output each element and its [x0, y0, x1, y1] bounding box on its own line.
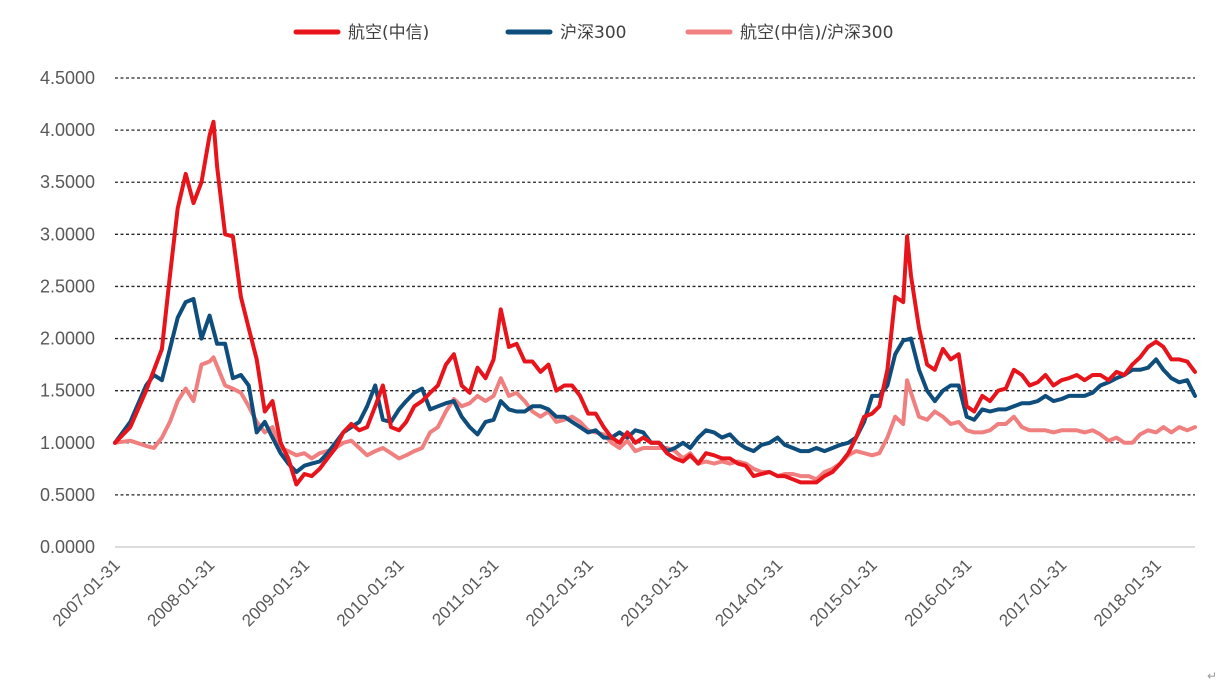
x-tick-label: 2011-01-31 [428, 555, 502, 629]
legend: 航空(中信) 沪深300 航空(中信)/沪深300 [293, 23, 893, 43]
y-tick-label: 3.5000 [40, 172, 95, 192]
y-tick-label: 2.5000 [40, 276, 95, 296]
x-tick-label: 2009-01-31 [238, 555, 313, 630]
x-tick-label: 2010-01-31 [333, 555, 408, 630]
x-tick-label: 2008-01-31 [143, 555, 218, 630]
x-tick-label: 2014-01-31 [711, 555, 786, 630]
series-line-0 [113, 119, 1197, 487]
y-tick-label: 4.5000 [40, 68, 95, 88]
series-lines [113, 119, 1197, 487]
x-axis-ticks: 2007-01-31 2008-01-31 2009-01-31 2010-01-31… [49, 555, 1165, 630]
x-tick-label: 2012-01-31 [522, 555, 597, 630]
x-tick-label: 2013-01-31 [617, 555, 692, 630]
x-tick-label: 2016-01-31 [901, 555, 976, 630]
return-mark: ↵ [1206, 669, 1217, 683]
y-tick-label: 0.0000 [40, 537, 95, 557]
legend-label: 航空(中信) [348, 23, 429, 43]
y-tick-label: 3.0000 [40, 224, 95, 244]
y-axis-ticks: 0.0000 0.5000 1.0000 1.5000 2.0000 2.5000 3.00… [40, 68, 95, 557]
y-tick-label: 4.0000 [40, 120, 95, 140]
legend-label: 沪深300 [560, 23, 626, 43]
legend-label: 航空(中信)/沪深300 [740, 23, 893, 43]
y-tick-label: 0.5000 [40, 485, 95, 505]
y-tick-label: 2.0000 [40, 329, 95, 349]
series-line-2 [113, 355, 1197, 482]
y-tick-label: 1.0000 [40, 433, 95, 453]
grid-lines [115, 77, 1195, 548]
x-tick-label: 2015-01-31 [806, 555, 881, 630]
x-tick-label: 2018-01-31 [1090, 555, 1165, 630]
x-tick-label: 2017-01-31 [995, 555, 1070, 630]
y-tick-label: 1.5000 [40, 381, 95, 401]
x-tick-label: 2007-01-31 [49, 555, 124, 630]
